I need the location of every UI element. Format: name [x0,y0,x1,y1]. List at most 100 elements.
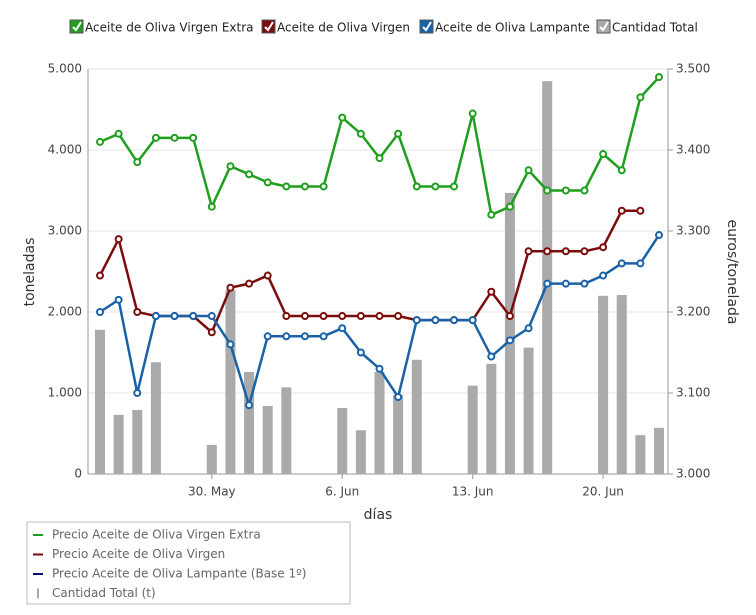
point [450,316,459,325]
point [561,186,570,195]
legend-toggle[interactable]: Aceite de Oliva Virgen [261,19,410,35]
bar [542,81,553,475]
x-tick-label: 6. Jun [325,485,359,499]
point [487,352,496,361]
bar [635,435,646,474]
legend-label: Precio Aceite de Oliva Lampante (Base 1º… [52,567,306,581]
point [226,283,235,292]
point [636,93,645,102]
y2-tick-label: 3.500 [676,62,710,76]
point [617,259,626,268]
point [505,312,514,321]
y-tick-label: 1.000 [48,386,82,400]
point [133,308,142,316]
y-tick-label: 4.000 [48,143,82,157]
point [487,210,496,219]
point [114,129,123,138]
point [282,332,291,341]
bar [504,192,515,474]
legend-box [26,521,351,605]
legend-toggle[interactable]: Aceite de Oliva Virgen Extra [69,19,254,35]
x-tick-label: 13. Jun [452,485,494,499]
bar [374,371,385,474]
bar [281,387,292,474]
point [394,129,403,138]
point [151,133,160,142]
legend-toggle-label[interactable]: Cantidad Total [612,21,698,35]
legend-toggle-label[interactable]: Aceite de Oliva Lampante [435,21,590,35]
checkmark[interactable] [599,21,609,32]
point [319,332,328,341]
point [394,312,403,321]
legend-toggle-label[interactable]: Aceite de Oliva Virgen [277,21,410,35]
point [319,182,328,191]
bar [523,347,534,474]
point [245,279,254,288]
point [543,247,552,256]
point [375,312,384,321]
point [599,150,608,159]
y-axis-title: toneladas [22,238,38,307]
point [207,312,216,321]
legend-toggle[interactable]: Aceite de Oliva Lampante [419,19,590,35]
point [375,364,384,373]
point [282,312,291,321]
bar [337,407,348,474]
point [189,133,198,142]
checkmark[interactable] [264,21,274,32]
checkmark[interactable] [422,21,432,32]
x-tick-label: 20. Jun [582,485,624,499]
legend-label: Cantidad Total (t) [52,586,156,600]
point [599,271,608,280]
point [580,247,589,256]
bar [113,414,124,474]
point [263,178,272,187]
line [98,209,641,335]
y-tick-label: 2.000 [48,305,82,319]
point [450,182,459,191]
point [561,279,570,288]
y2-tick-label: 3.200 [676,305,710,319]
point [580,279,589,288]
bar [95,329,105,474]
point [356,312,365,321]
point [338,312,347,321]
bar [654,427,664,474]
y-tick-label: 3.000 [48,224,82,238]
point [375,154,384,163]
point [524,324,533,333]
point [468,316,477,325]
point [263,332,272,341]
point [394,393,403,402]
y2-tick-label: 3.400 [676,143,710,157]
point [599,243,608,252]
point [655,73,663,82]
bar [598,295,609,474]
point [151,312,160,321]
point [338,113,347,122]
point [245,170,254,179]
point [96,137,104,146]
point [524,247,533,256]
point [431,316,440,325]
point [114,295,123,304]
bar [467,385,478,474]
point [543,186,552,195]
point [580,186,589,195]
y2-tick-label: 3.100 [676,386,710,400]
bar [150,362,161,474]
checkmark[interactable] [72,21,82,32]
bar [206,444,217,474]
point [282,182,291,191]
point [617,166,626,175]
bar [486,363,497,474]
legend-label: Precio Aceite de Oliva Virgen Extra [52,528,261,542]
y2-axis-title: euros/tonelada [724,220,740,325]
point [412,182,421,191]
legend-toggle[interactable]: Cantidad Total [596,19,698,35]
point [207,202,216,211]
point [319,312,328,321]
legend-toggle-label[interactable]: Aceite de Oliva Virgen Extra [85,21,254,35]
point [505,202,514,211]
point [543,279,552,288]
